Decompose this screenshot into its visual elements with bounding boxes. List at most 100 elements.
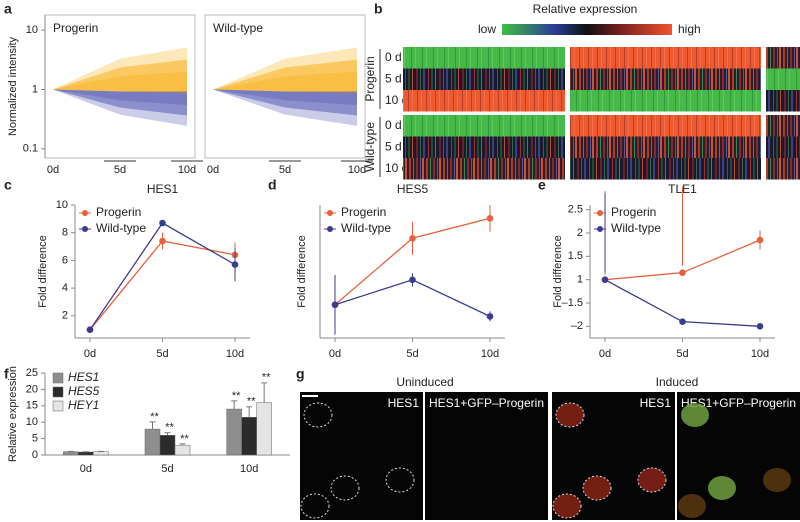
nucleus — [681, 403, 709, 427]
colorbar-low: low — [478, 22, 496, 36]
y-tick-label: 8 — [62, 227, 68, 239]
nucleus-outline — [552, 493, 582, 519]
nucleus-outline — [330, 475, 360, 501]
bar — [144, 428, 161, 456]
up-bundle — [53, 59, 187, 94]
heatmap-block — [766, 68, 800, 90]
x-tick-label: 0d — [47, 164, 59, 176]
heatmap-block — [570, 68, 761, 90]
x-tick-label: 5d — [156, 348, 168, 360]
chart-title: HES5 — [397, 182, 429, 196]
heatmap-block — [403, 47, 565, 69]
bar — [159, 435, 176, 456]
legend-marker — [597, 226, 603, 232]
point — [756, 236, 764, 244]
heatmap-block — [570, 158, 761, 180]
x-tick-label: 5d — [406, 348, 418, 360]
legend-label: Wild-type — [611, 221, 661, 235]
plot-frame — [204, 14, 366, 159]
bar — [93, 451, 109, 456]
y-tick-label: 2 — [62, 310, 68, 322]
point — [756, 323, 764, 330]
x-tick-label: 0d — [329, 348, 341, 360]
nucleus — [763, 468, 791, 492]
significance: ** — [165, 422, 174, 434]
image-label: HES1 — [388, 396, 420, 410]
legend-swatch — [52, 400, 64, 412]
point — [159, 237, 166, 245]
subplot-title: Wild-type — [213, 21, 263, 35]
y-tick-label: 15 — [26, 400, 38, 412]
point — [679, 269, 686, 276]
row-label: 0 d — [385, 118, 402, 132]
x-tick-label: 10d — [226, 348, 244, 360]
heatmap-block — [570, 115, 761, 137]
bar — [256, 402, 272, 456]
y-tick-label: 1.5 — [568, 250, 583, 262]
nucleus-outline — [555, 402, 585, 428]
up-bundle — [213, 59, 357, 94]
heatmap-block — [766, 158, 800, 180]
series-line — [89, 240, 236, 331]
bar — [63, 451, 79, 456]
heatmap-block — [766, 136, 800, 158]
panel-letter: c — [4, 177, 12, 193]
heatmap-block — [403, 90, 565, 112]
y-tick-label: 1 — [577, 274, 583, 286]
y-tick-label: 5 — [32, 433, 38, 445]
y-axis-label: Fold difference — [552, 235, 564, 308]
heatmap-block — [403, 115, 565, 137]
x-tick-label: 10d — [481, 348, 499, 360]
down-bundle — [53, 89, 187, 116]
x-tick-label: 5d — [161, 463, 173, 475]
heatmap-block — [403, 68, 565, 90]
point — [601, 276, 609, 283]
y-tick-label: 0.1 — [23, 143, 38, 155]
nucleus-outline — [385, 467, 415, 493]
legend-label: Wild-type — [96, 221, 146, 235]
legend-label: Progerin — [96, 205, 141, 219]
y-tick-label: 10 — [56, 199, 68, 211]
colorbar-high: high — [678, 22, 701, 36]
point — [331, 301, 339, 309]
legend-marker — [327, 210, 333, 216]
x-tick-label: 5d — [114, 164, 126, 176]
y-axis-label: Relative expression — [7, 366, 19, 462]
bar — [78, 451, 94, 456]
point — [679, 318, 686, 325]
x-tick-label: 5d — [676, 348, 688, 360]
y-tick-label: 4 — [62, 282, 68, 294]
legend-label: Wild-type — [341, 221, 391, 235]
x-tick-label: 10d — [240, 463, 258, 475]
x-tick-label: 0d — [599, 348, 611, 360]
nucleus — [583, 476, 611, 500]
point — [486, 313, 494, 320]
chart-title: HES1 — [147, 182, 179, 196]
heatmap-block — [766, 47, 800, 69]
up-bundle — [213, 71, 357, 94]
down-bundle — [213, 89, 357, 116]
nucleus — [638, 468, 666, 492]
bar — [241, 417, 257, 456]
significance: ** — [247, 396, 256, 408]
image-label: HES1 — [640, 396, 672, 410]
heatmap-block — [570, 136, 761, 158]
y-tick-label: 6 — [62, 254, 68, 266]
colorbar — [502, 24, 672, 35]
legend-swatch — [52, 372, 64, 384]
subplot-title: Progerin — [53, 21, 98, 35]
row-label: 0 d — [385, 50, 402, 64]
column-title: Induced — [656, 375, 699, 389]
legend-label: HES1 — [68, 370, 99, 384]
y-axis-label: Fold difference — [37, 235, 49, 308]
x-tick-label: 0d — [207, 164, 219, 176]
nucleus-outline — [300, 493, 330, 519]
heatmap-block — [403, 158, 565, 180]
nucleus-outline — [303, 402, 333, 428]
row-label: 10 d — [385, 161, 408, 175]
panel-letter: f — [4, 366, 9, 382]
colorbar-title: Relative expression — [533, 2, 638, 16]
group-label: Wild-type — [363, 122, 377, 172]
micrograph — [300, 392, 423, 520]
y-tick-label: 10 — [26, 416, 38, 428]
